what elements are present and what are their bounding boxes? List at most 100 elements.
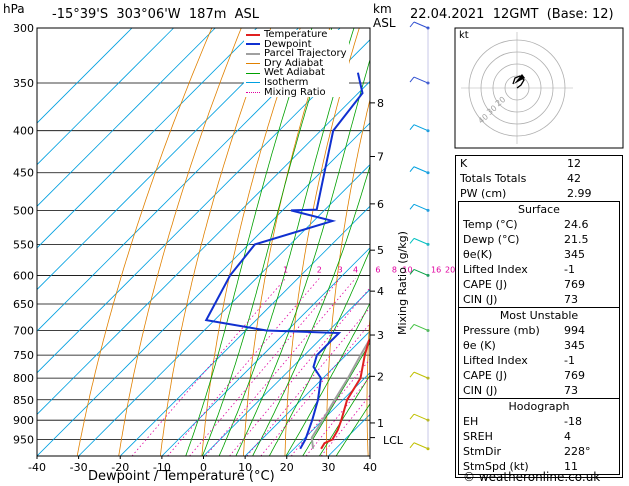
hodo-eh: EH -18: [463, 415, 582, 428]
wind-barb: [413, 268, 429, 276]
surface-theta-e: θe(K) 345: [463, 248, 585, 261]
legend-dry-adiabat: Dry Adiabat: [246, 58, 347, 69]
isotherm-line: [203, 288, 370, 456]
mixing-ratio-label: 1: [283, 265, 288, 274]
pressure-tick-label: 450: [13, 167, 34, 180]
wind-barb: [413, 203, 429, 211]
index-pw: PW (cm) 2.99: [460, 187, 592, 200]
mixing-ratio-line: [205, 278, 356, 456]
surface-cin: CIN (J) 73: [463, 293, 578, 306]
km-tick-label: 5: [377, 244, 384, 257]
x-tick-label: 40: [363, 461, 377, 474]
hodo-stmspd: StmSpd (kt) 11: [463, 460, 578, 473]
isotherm-line: [37, 28, 174, 166]
mixing-ratio-line: [167, 278, 320, 456]
wet-adiabat-line: [185, 28, 313, 456]
mixing-ratio-line: [305, 376, 370, 456]
wind-barb: [413, 442, 429, 450]
wind-barb-flag: [409, 238, 415, 244]
wind-barb-flag: [409, 21, 415, 28]
pressure-tick-label: 950: [13, 433, 34, 446]
wind-barb: [413, 371, 429, 379]
location-title: -15°39'S 303°06'W 187m ASL: [52, 7, 260, 22]
legend-mixing-ratio: Mixing Ratio: [246, 87, 347, 98]
x-tick-label: 10: [238, 461, 252, 474]
pressure-tick-label: 750: [13, 349, 34, 362]
pressure-tick-label: 350: [13, 77, 34, 90]
wind-barb-flag: [409, 76, 415, 83]
mixing-ratio-label: 8: [392, 265, 397, 274]
mu-cape: CAPE (J) 769: [463, 369, 585, 382]
surface-lifted-index: Lifted Index -1: [463, 263, 575, 276]
temperature-line: [320, 338, 370, 450]
wet-adiabat-line: [201, 28, 333, 456]
hodograph-section: Hodograph EH -18 SREH 4 StmDir 228° StmSpd …: [458, 399, 620, 475]
wind-barb: [413, 166, 429, 174]
dry-adiabat-line: [366, 310, 370, 456]
km-tick-label: 8: [377, 97, 384, 110]
mixing-ratio-label: 10: [402, 265, 412, 274]
wind-barb: [413, 21, 429, 29]
mu-cin: CIN (J) 73: [463, 384, 578, 397]
x-tick-label: -40: [28, 461, 46, 474]
isotherm-line: [161, 247, 370, 456]
isotherm-line: [119, 205, 370, 456]
isotherm-line: [244, 330, 370, 456]
mu-pressure: Pressure (mb) 994: [463, 324, 585, 337]
dry-adiabat-line: [284, 28, 360, 456]
x-tick-label: 0: [200, 461, 207, 474]
km-tick-label: 4: [377, 285, 384, 298]
surface-title: Surface: [518, 203, 560, 216]
wind-barb: [413, 237, 429, 245]
surface-cape: CAPE (J) 769: [463, 278, 585, 291]
copyright-footer: © weatheronline.co.uk: [463, 470, 601, 484]
pressure-tick-label: 300: [13, 22, 34, 35]
km-tick-label: 2: [377, 370, 384, 383]
pressure-tick-label: 800: [13, 372, 34, 385]
km-tick-label: 7: [377, 151, 384, 164]
x-tick-label: -20: [111, 461, 129, 474]
isotherm-line: [37, 122, 370, 456]
legend-temperature: Temperature: [246, 30, 347, 40]
wind-barb-flag: [409, 269, 415, 275]
wind-barb: [413, 124, 429, 132]
pressure-tick-label: 600: [13, 269, 34, 282]
dry-adiabat-line: [406, 28, 448, 456]
pressure-tick-label: 550: [13, 238, 34, 251]
wind-barb-flag: [409, 324, 415, 330]
wind-barb-flag: [409, 371, 415, 378]
mixing-ratio-label: 3: [338, 265, 343, 274]
isotherm-line: [37, 28, 299, 291]
km-tick-label: 3: [377, 329, 384, 342]
mixing-ratio-label: 16: [431, 265, 441, 274]
mixing-ratio-line: [131, 278, 286, 456]
mixing-ratio-label: 4: [353, 265, 358, 274]
dry-adiabat-line: [159, 28, 272, 456]
wind-barb: [413, 324, 429, 331]
isotherm-line: [78, 164, 370, 456]
asl-label: ASL: [373, 16, 396, 30]
isotherm-line: [37, 28, 258, 249]
legend: Temperature Dewpoint Parcel Trajectory D…: [244, 30, 349, 98]
mixing-ratio-line: [290, 358, 370, 456]
isotherm-line: [37, 28, 216, 207]
hodo-sreh: SREH 4: [463, 430, 571, 443]
mu-lifted-index: Lifted Index -1: [463, 354, 575, 367]
km-label: km: [373, 2, 392, 16]
wet-adiabat-line: [235, 58, 370, 456]
dry-adiabat-line: [201, 28, 301, 456]
wet-adiabat-line: [335, 403, 370, 456]
index-k: K 12: [460, 157, 581, 170]
isotherm-line: [37, 28, 341, 332]
x-tick-label: 20: [280, 461, 294, 474]
x-tick-label: -30: [70, 461, 88, 474]
mixing-ratio-line: [246, 306, 370, 456]
km-tick-label: 1: [377, 417, 384, 430]
wet-adiabat-line: [318, 374, 370, 456]
dry-adiabat-line: [243, 28, 331, 456]
hpa-label: hPa: [3, 2, 25, 16]
mixing-ratio-line: [189, 278, 341, 456]
mixing-ratio-label: 20: [445, 265, 455, 274]
dewpoint-line: [204, 72, 364, 450]
